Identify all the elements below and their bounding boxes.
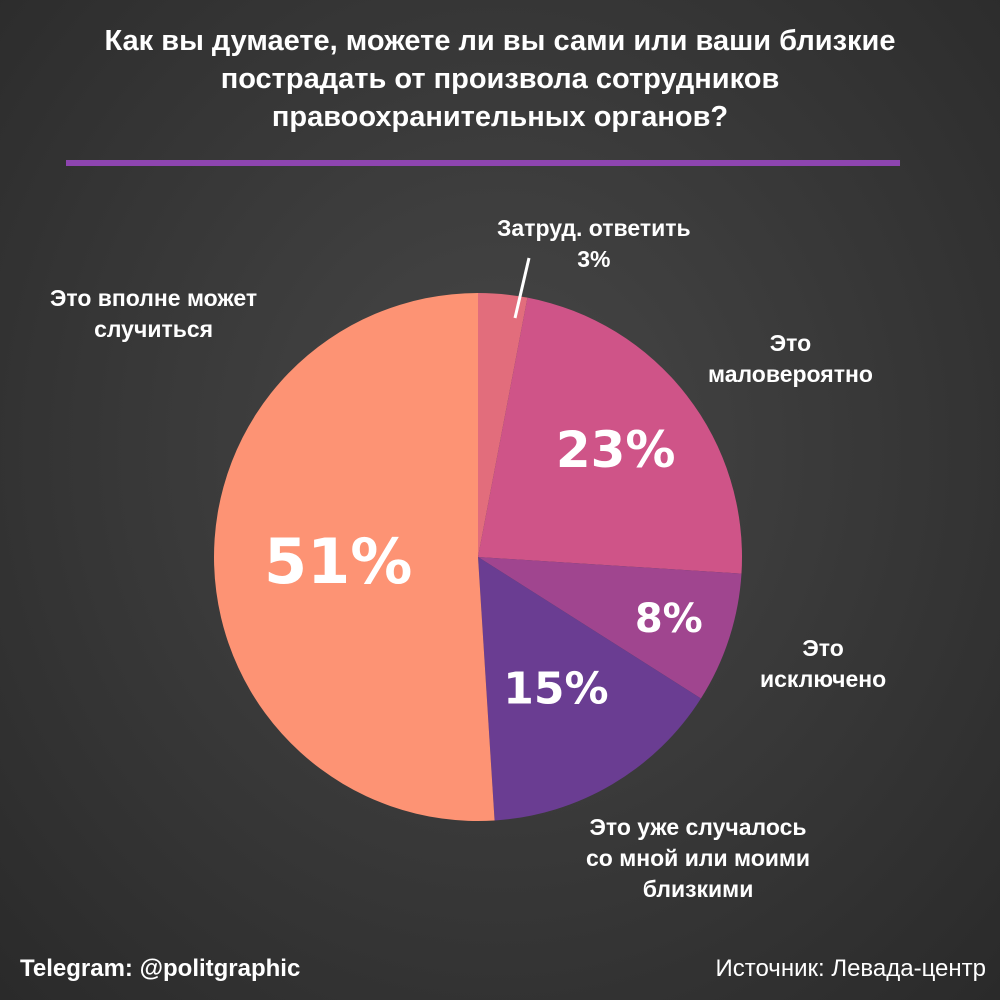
label-may-happen-line-2: случиться xyxy=(94,316,214,342)
telegram-handle: Telegram: @politgraphic xyxy=(20,955,301,982)
value-label-may-happen: 51% xyxy=(264,525,412,598)
label-unlikely: Это маловероятно xyxy=(708,328,873,390)
value-label-excluded: 8% xyxy=(635,596,703,642)
label-unlikely-line-1: Это xyxy=(769,330,812,356)
pie-slice-may-happen xyxy=(214,293,495,821)
label-unlikely-line-2: маловероятно xyxy=(708,361,873,387)
title-line-3: правоохранительных органов? xyxy=(271,101,729,133)
label-excluded: Это исключено xyxy=(760,633,886,695)
pie-slices xyxy=(214,293,742,821)
chart-title: Как вы думаете, можете ли вы сами или ва… xyxy=(40,22,960,136)
pie-slice-hard-to-say xyxy=(478,293,528,557)
value-label-happened: 15% xyxy=(503,663,608,714)
title-line-1: Как вы думаете, можете ли вы сами или ва… xyxy=(104,25,896,57)
value-label-unlikely: 23% xyxy=(556,421,676,479)
leader-line-hard-to-say xyxy=(513,257,531,319)
pie-slice-happened xyxy=(478,557,701,821)
label-hard-to-say-line-2: 3% xyxy=(577,246,611,272)
label-happened: Это уже случалось со мной или моими близ… xyxy=(586,812,810,905)
source-name: Левада-центр xyxy=(831,955,986,982)
label-happened-line-2: со мной или моими xyxy=(586,845,811,871)
pie-slice-unlikely xyxy=(478,297,742,574)
label-hard-to-say: Затруд. ответить 3% xyxy=(497,213,691,275)
label-may-happen-line-1: Это вполне может xyxy=(50,285,258,311)
pie-value-labels: 23% 8% 15% 51% xyxy=(264,421,703,714)
label-hard-to-say-line-1: Затруд. ответить xyxy=(497,215,691,241)
label-excluded-line-1: Это xyxy=(802,635,844,661)
label-excluded-line-2: исключено xyxy=(760,666,887,692)
title-line-2: пострадать от произвола сотрудников xyxy=(220,63,780,95)
source-credit: Источник: Левада-центр xyxy=(716,955,986,983)
label-may-happen: Это вполне может случиться xyxy=(50,283,257,345)
label-happened-line-1: Это уже случалось xyxy=(589,814,807,840)
label-happened-line-3: близкими xyxy=(642,876,754,902)
title-divider xyxy=(66,160,900,166)
source-prefix: Источник: xyxy=(715,955,825,982)
pie-slice-excluded xyxy=(478,557,742,699)
